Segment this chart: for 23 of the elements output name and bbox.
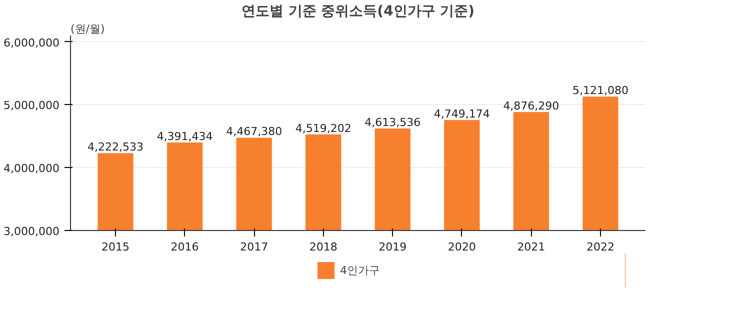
chart-title: 연도별 기준 중위소득(4인가구 기준) <box>241 4 475 20</box>
data-label: 4,876,290 <box>503 99 560 112</box>
x-tick-label: 2020 <box>448 240 476 254</box>
data-label: 4,467,380 <box>226 125 282 138</box>
legend-label: 4인가구 <box>340 262 380 278</box>
x-tick-label: 2018 <box>309 240 338 254</box>
x-tick-label: 2017 <box>240 240 268 254</box>
y-tick-label: 5,000,000 <box>4 99 60 112</box>
y-tick-label: 3,000,000 <box>4 225 60 238</box>
x-tick-label: 2022 <box>586 240 614 254</box>
data-label: 4,391,434 <box>156 130 213 143</box>
data-label: 5,121,080 <box>572 84 628 98</box>
x-tick-label: 2016 <box>170 240 199 254</box>
x-tick-label: 2015 <box>102 240 130 254</box>
y-tick-label: 4,000,000 <box>4 162 60 176</box>
data-label: 4,613,536 <box>364 116 421 130</box>
x-tick-label: 2019 <box>378 240 407 254</box>
data-label: 4,519,202 <box>295 122 352 135</box>
x-tick-label: 2021 <box>517 240 546 254</box>
y-axis-title: (원/월) <box>70 22 105 36</box>
y-tick-label: 6,000,000 <box>4 36 60 50</box>
data-label: 4,222,533 <box>88 140 144 154</box>
data-label: 4,749,174 <box>434 107 490 120</box>
